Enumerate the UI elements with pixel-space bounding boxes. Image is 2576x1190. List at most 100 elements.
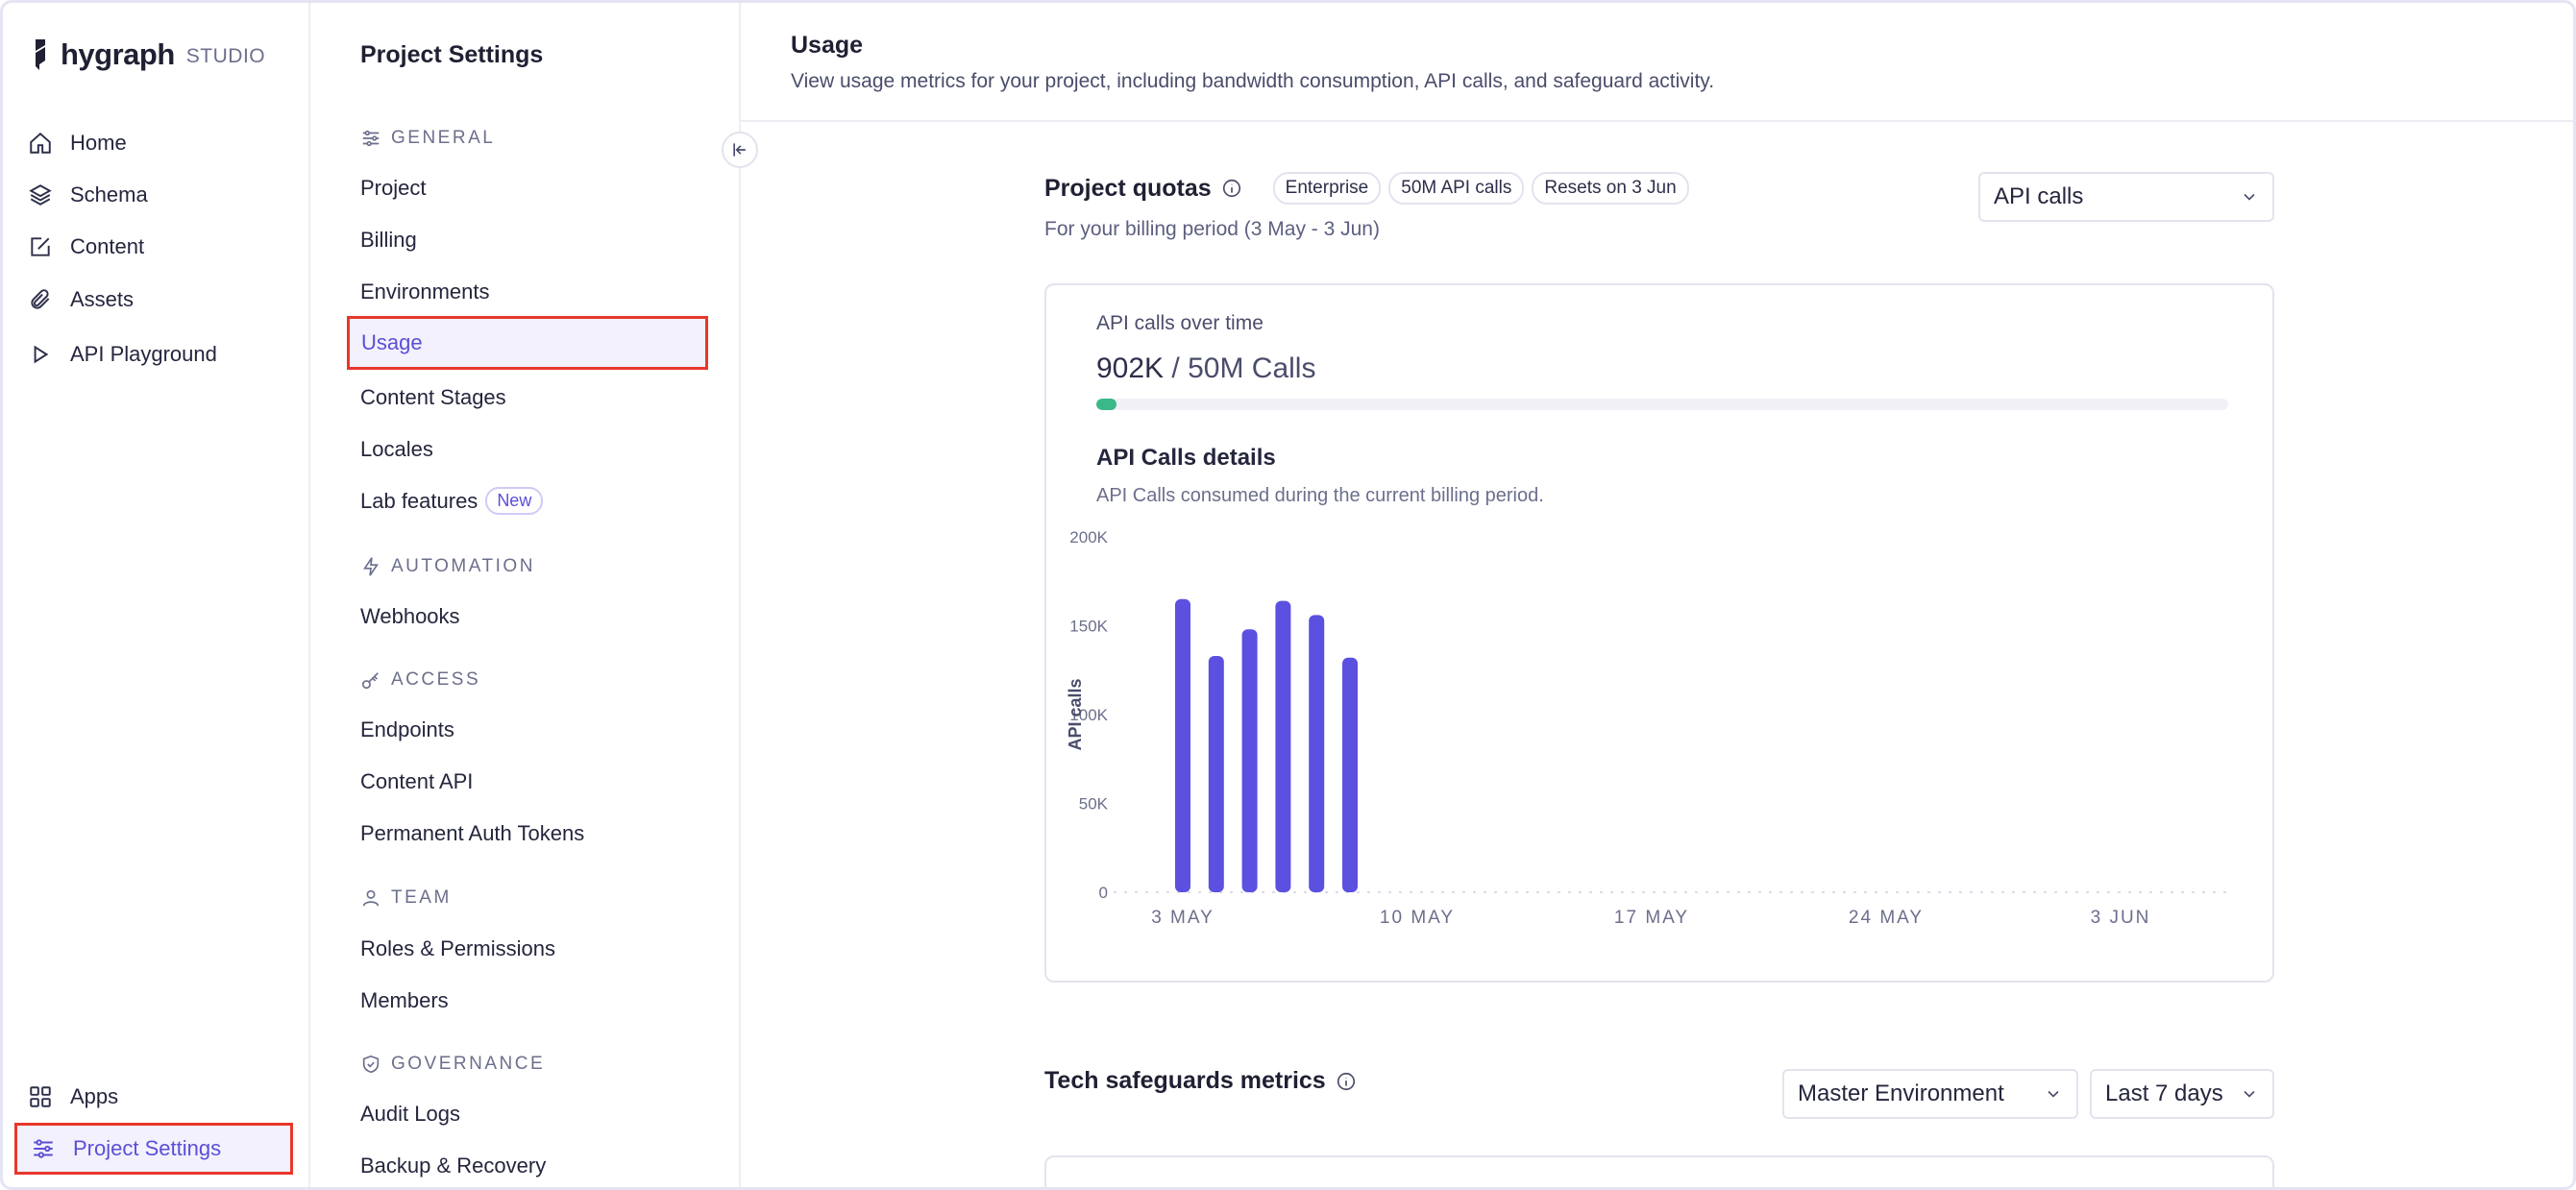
sidebar-item-label: API Playground — [70, 342, 217, 366]
usage-value: 902K / 50M Calls — [1096, 352, 1315, 385]
nav-lab-features[interactable]: Lab features New — [360, 487, 544, 515]
settings-title: Project Settings — [360, 41, 544, 68]
x-tick-label: 3 MAY — [1151, 908, 1214, 928]
section-general: GENERAL — [360, 128, 495, 149]
brand-name: hygraph — [61, 37, 175, 71]
section-label: ACCESS — [391, 669, 481, 690]
y-tick-label: 0 — [1099, 884, 1108, 902]
section-label: GOVERNANCE — [391, 1054, 546, 1074]
collapse-left-icon — [733, 143, 746, 157]
quota-pill: 50M API calls — [1388, 172, 1525, 205]
chart-bar — [1241, 629, 1258, 892]
settings-nav: Project Settings GENERAL Project Billing… — [310, 3, 741, 1187]
section-automation: AUTOMATION — [360, 556, 535, 577]
hygraph-mark-icon — [36, 39, 45, 70]
page-title: Usage — [791, 32, 864, 59]
y-tick-label: 200K — [1069, 528, 1108, 546]
main-content: Usage View usage metrics for your projec… — [741, 3, 2573, 1187]
sidebar-item-label: Home — [70, 131, 127, 155]
info-icon[interactable] — [1221, 178, 1242, 199]
sidebar-item-content[interactable]: Content — [28, 226, 144, 268]
plan-pill: Enterprise — [1272, 172, 1382, 205]
metric-select[interactable]: API calls — [1978, 172, 2274, 222]
reset-pill: Resets on 3 Jun — [1532, 172, 1689, 205]
metric-select-value: API calls — [1994, 183, 2084, 209]
grid-icon — [30, 1086, 51, 1107]
page-header: Usage View usage metrics for your projec… — [741, 3, 2573, 122]
environment-select-value: Master Environment — [1798, 1081, 2004, 1106]
chart-bar — [1275, 600, 1291, 892]
nav-locales[interactable]: Locales — [360, 437, 433, 461]
sidebar-item-label: Content — [70, 234, 145, 258]
sidebar-item-api-playground[interactable]: API Playground — [28, 333, 217, 376]
sidebar-item-home[interactable]: Home — [28, 122, 127, 164]
section-access: ACCESS — [360, 669, 480, 691]
key-icon — [361, 672, 379, 690]
sidebar-item-project-settings[interactable]: Project Settings — [14, 1123, 293, 1175]
nav-usage[interactable]: Usage — [347, 316, 708, 370]
nav-endpoints[interactable]: Endpoints — [360, 717, 454, 741]
sidebar-item-assets[interactable]: Assets — [28, 279, 134, 321]
collapse-sidebar-button[interactable] — [722, 132, 758, 168]
nav-permanent-auth-tokens[interactable]: Permanent Auth Tokens — [360, 821, 585, 845]
nav-roles-permissions[interactable]: Roles & Permissions — [360, 936, 555, 960]
usage-progress-fill — [1096, 399, 1117, 410]
play-icon — [34, 345, 49, 364]
sidebar-item-label: Apps — [70, 1084, 119, 1108]
nav-content-stages[interactable]: Content Stages — [360, 385, 506, 409]
page-description: View usage metrics for your project, inc… — [791, 70, 1715, 92]
usage-used: 902K — [1096, 352, 1165, 384]
sidebar-item-label: Project Settings — [73, 1136, 222, 1160]
main-sidebar: hygraph STUDIO Home Schema Content Asset… — [3, 3, 310, 1187]
nav-environments[interactable]: Environments — [360, 279, 490, 304]
tech-safeguards-title: Tech safeguards metrics — [1044, 1067, 1326, 1094]
nav-content-api[interactable]: Content API — [360, 769, 474, 793]
x-tick-label: 17 MAY — [1614, 908, 1689, 928]
home-icon — [30, 132, 51, 154]
project-quotas-title: Project quotas — [1044, 174, 1212, 202]
sidebar-item-label: Schema — [70, 182, 148, 206]
x-tick-label: 24 MAY — [1849, 908, 1924, 928]
nav-webhooks[interactable]: Webhooks — [360, 604, 460, 628]
user-icon — [362, 889, 380, 907]
nav-members[interactable]: Members — [360, 988, 449, 1012]
environment-select[interactable]: Master Environment — [1782, 1069, 2078, 1119]
nav-billing[interactable]: Billing — [360, 228, 417, 252]
layers-icon — [29, 184, 52, 206]
section-governance: GOVERNANCE — [360, 1054, 545, 1075]
section-label: GENERAL — [391, 128, 496, 148]
info-icon[interactable] — [1336, 1071, 1357, 1092]
sidebar-item-label: Assets — [70, 287, 135, 311]
quota-pills: Enterprise 50M API calls Resets on 3 Jun — [1272, 172, 1689, 205]
sidebar-item-apps[interactable]: Apps — [28, 1076, 118, 1118]
details-subtitle: API Calls consumed during the current bi… — [1096, 485, 1544, 506]
x-tick-label: 3 JUN — [2091, 908, 2151, 928]
nav-backup-recovery[interactable]: Backup & Recovery — [360, 1154, 547, 1178]
edit-icon — [31, 237, 50, 256]
lightning-icon — [363, 557, 379, 576]
nav-label: Lab features — [360, 488, 478, 513]
paperclip-icon — [31, 289, 50, 309]
section-label: AUTOMATION — [391, 556, 535, 576]
api-calls-bar-chart: 0 50K 100K 150K 200K API calls 3 MAY 10 MAY 17 M… — [1066, 528, 2234, 928]
range-select-value: Last 7 days — [2105, 1081, 2223, 1106]
y-axis-label: API calls — [1066, 678, 1085, 750]
nav-audit-logs[interactable]: Audit Logs — [360, 1102, 460, 1126]
y-tick-label: 150K — [1069, 618, 1108, 636]
hygraph-logo[interactable]: hygraph STUDIO — [32, 37, 265, 72]
tech-safeguards-header: Tech safeguards metrics — [1044, 1067, 1357, 1095]
range-select[interactable]: Last 7 days — [2090, 1069, 2274, 1119]
new-badge: New — [485, 487, 544, 515]
y-tick-label: 50K — [1079, 795, 1109, 814]
usage-progress-bar — [1096, 399, 2228, 410]
chart-bar — [1342, 657, 1358, 892]
billing-period: For your billing period (3 May - 3 Jun) — [1044, 218, 1380, 240]
chart-bar — [1309, 615, 1325, 892]
chevron-down-icon — [2244, 193, 2255, 201]
sidebar-item-schema[interactable]: Schema — [28, 174, 148, 216]
nav-project[interactable]: Project — [360, 176, 427, 200]
sliders-icon — [34, 1139, 53, 1158]
chevron-down-icon — [2244, 1090, 2255, 1098]
chevron-down-icon — [2048, 1090, 2059, 1098]
